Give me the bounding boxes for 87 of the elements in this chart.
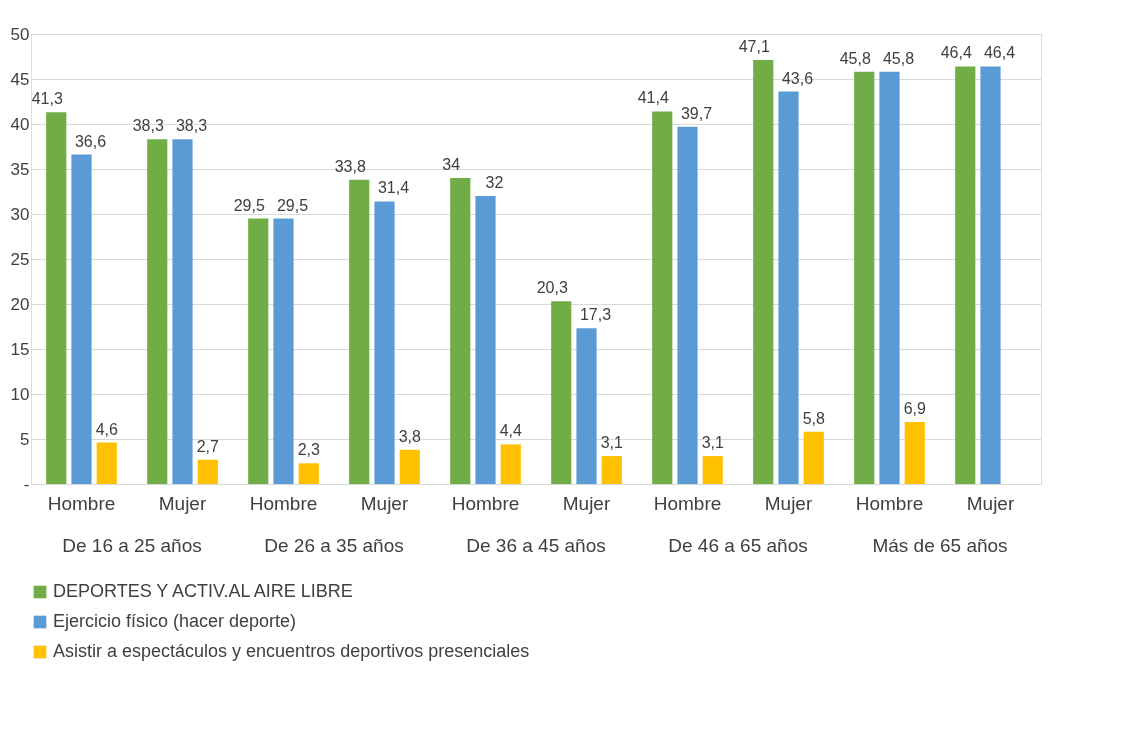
data-label: 41,3 [31,90,63,108]
x-tick-label: Hombre [47,492,116,514]
bar [879,71,900,484]
bar [702,456,723,484]
data-label: 31,4 [377,179,410,197]
data-label: 45,8 [882,49,915,67]
bar [248,218,269,484]
data-label: 3,1 [600,434,623,452]
data-label: 45,8 [839,49,871,67]
bar [197,459,218,484]
x-tick-label: Mujer [562,492,611,514]
bar [652,111,673,484]
bar [399,449,420,484]
data-label: 17,3 [579,306,612,324]
x-tick-label: Mujer [360,492,409,514]
data-label: 43,6 [781,69,814,87]
bar [374,201,395,484]
y-tick-label: - [23,474,30,494]
bar [803,431,824,484]
y-tick-label: 25 [10,249,30,269]
y-tick-label: 20 [10,294,30,314]
y-tick-label: 5 [20,429,30,449]
bar [778,91,799,484]
x-tick-label: Hombre [653,492,722,514]
data-label: 46,4 [983,44,1016,62]
bar [96,442,117,484]
text: De 46 a 65 años [668,535,808,556]
data-label: 3,8 [398,427,421,445]
data-label: 29,5 [276,196,309,214]
legend-label: DEPORTES Y ACTIV.AL AIRE LIBRE [53,581,353,601]
data-label: 6,9 [903,399,926,417]
text: Más de 65 años [872,535,1008,556]
data-label: 46,4 [940,44,972,62]
bar [980,66,1001,484]
data-label: 39,7 [680,104,713,122]
data-label: 5,8 [802,409,825,427]
data-label: 32 [485,174,504,191]
bar [46,112,67,484]
text: De 36 a 45 años [466,535,606,556]
data-label: 2,7 [196,437,219,455]
data-label: 33,8 [334,157,366,175]
data-label: 20,3 [536,279,568,297]
x-tick-label: Hombre [855,492,924,514]
data-label: 3,1 [701,434,724,452]
bar [500,444,521,484]
legend-label: Ejercicio físico (hacer deporte) [53,611,297,631]
data-label: 36,6 [74,132,107,150]
bar [273,218,294,484]
bar [904,421,925,484]
bar [71,154,92,484]
bar [854,71,875,484]
bar [475,196,496,484]
x-tick-label: Hombre [451,492,520,514]
data-label: 41,4 [637,89,669,107]
data-label: 4,6 [95,420,118,438]
data-label: 29,5 [233,196,265,214]
data-label: 38,3 [132,117,164,135]
y-tick-label: 35 [10,159,30,179]
x-tick-label: Mujer [158,492,207,514]
x-tick-label: Mujer [764,492,813,514]
y-tick-label: 40 [10,114,30,134]
text: De 16 a 25 años [62,535,202,556]
bar [450,178,471,484]
x-tick-label: Mujer [966,492,1015,514]
x-tick-label: Hombre [249,492,318,514]
y-tick-label: 30 [10,204,30,224]
data-label: 4,4 [499,422,522,440]
data-label: 47,1 [738,38,770,56]
bar [147,139,168,484]
bar [172,139,193,484]
text: De 26 a 35 años [264,535,404,556]
bar [349,179,370,484]
bar [551,301,572,484]
data-label: 34 [442,156,461,173]
bar [298,463,319,484]
bar [753,60,774,484]
legend-label: Asistir a espectáculos y encuentros deportivos presenciales [53,641,530,661]
data-label: 38,3 [175,117,208,135]
y-tick-label: 10 [10,384,30,404]
y-tick-label: 45 [10,69,30,89]
y-tick-label: 15 [10,339,30,359]
bar [677,126,698,484]
bar [955,66,976,484]
y-tick-label: 50 [10,24,30,44]
bar [576,328,597,484]
data-label: 2,3 [297,441,320,459]
bar [601,456,622,484]
